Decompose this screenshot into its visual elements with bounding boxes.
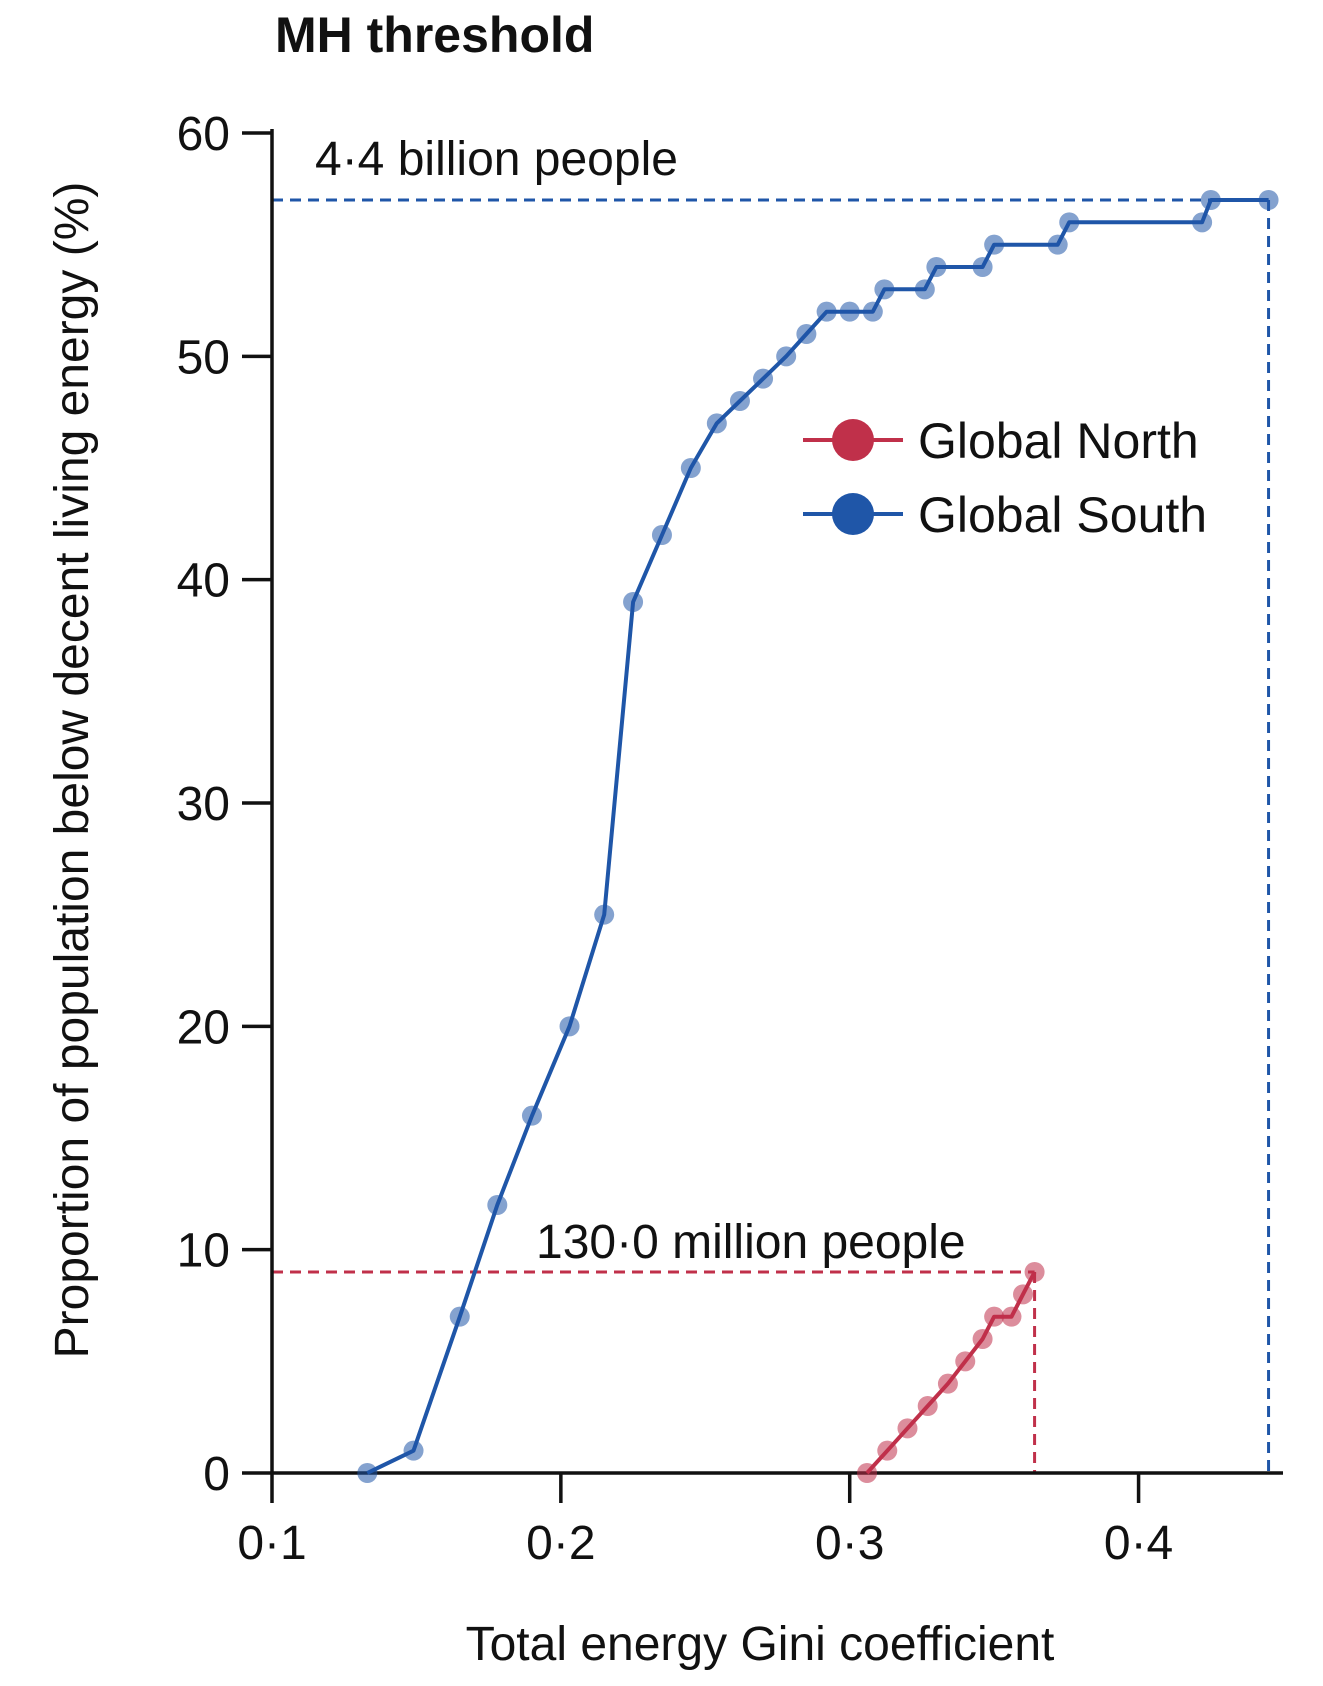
legend-marker [832, 493, 874, 535]
legend-label: Global North [918, 413, 1199, 469]
data-point-global-south [651, 525, 672, 545]
data-point-global-south [926, 257, 947, 277]
data-point-global-north [897, 1418, 918, 1439]
data-point-global-south [706, 413, 727, 434]
data-point-global-south [914, 279, 935, 300]
annotations: 4·4 billion people 130·0 million people [315, 133, 966, 1269]
data-point-global-south [753, 368, 774, 389]
data-point-global-north [1001, 1306, 1022, 1327]
data-point-global-north [857, 1463, 878, 1483]
data-point-global-south [1047, 234, 1068, 255]
reference-lines [272, 198, 1271, 1473]
x-tick-label: 0·4 [1104, 1517, 1173, 1570]
data-point-global-south [1059, 212, 1080, 233]
chart-title: MH threshold [275, 7, 594, 63]
data-point-global-south [1258, 190, 1279, 210]
y-tick-label: 50 [177, 331, 230, 384]
y-tick-label: 10 [177, 1225, 230, 1278]
data-point-global-south [357, 1463, 378, 1483]
data-point-global-south [680, 458, 701, 478]
data-point-global-south [521, 1105, 542, 1126]
data-point-global-south [487, 1195, 508, 1215]
x-tick-label: 0·2 [526, 1517, 595, 1570]
data-point-global-south [839, 301, 860, 322]
data-point-global-south [623, 592, 644, 612]
data-point-global-south [874, 279, 895, 300]
data-point-global-south [559, 1016, 580, 1037]
data-point-global-north [877, 1440, 898, 1461]
data-point-global-south [796, 324, 817, 344]
data-point-global-south [594, 904, 615, 925]
y-tick-label: 0 [203, 1448, 230, 1501]
data-point-global-north [984, 1306, 1005, 1327]
data-point-global-south [776, 346, 797, 367]
annotation-label: 130·0 million people [536, 1216, 966, 1269]
series-line-global-south [366, 198, 1269, 1475]
x-tick-label: 0·3 [815, 1517, 884, 1570]
data-point-global-south [403, 1440, 424, 1461]
data-point-global-north [937, 1373, 958, 1394]
legend-label: Global South [918, 487, 1207, 543]
data-point-global-south [984, 234, 1005, 255]
data-point-global-south [1192, 212, 1213, 233]
data-point-global-south [972, 257, 993, 277]
legend: Global North Global South [803, 413, 1207, 543]
y-tick-label: 60 [177, 108, 230, 161]
axes: 0 10 20 30 40 50 60 0·1 0·2 0·3 0·4 [177, 108, 1283, 1570]
data-point-global-south [1200, 190, 1221, 210]
data-point-global-south [729, 391, 750, 411]
series-lines [366, 198, 1269, 1475]
legend-marker [832, 419, 874, 461]
data-point-global-north [955, 1351, 976, 1372]
data-point-global-south [816, 301, 837, 322]
x-axis-title: Total energy Gini coefficient [466, 1618, 1055, 1671]
annotation-label: 4·4 billion people [315, 133, 678, 186]
y-tick-label: 30 [177, 778, 230, 831]
x-tick-label: 0·1 [237, 1517, 306, 1570]
y-tick-label: 40 [177, 555, 230, 608]
data-point-global-north [917, 1396, 938, 1416]
data-point-global-north [972, 1329, 993, 1349]
data-point-global-south [862, 301, 883, 322]
data-point-global-north [1024, 1262, 1045, 1282]
y-tick-label: 20 [177, 1001, 230, 1054]
data-point-global-south [449, 1306, 470, 1327]
data-point-global-north [1013, 1284, 1034, 1305]
series-markers [357, 190, 1279, 1483]
y-axis-title: Proportion of population below decent li… [46, 182, 99, 1359]
